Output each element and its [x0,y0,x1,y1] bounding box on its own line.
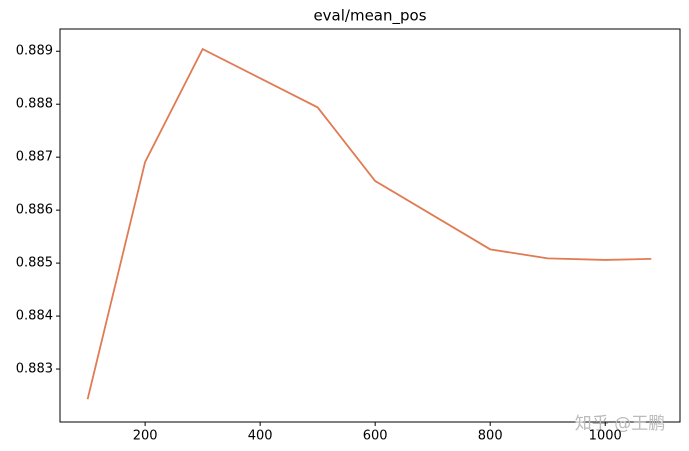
y-tick-label: 0.886 [16,203,53,218]
y-tick-label: 0.888 [16,97,53,112]
x-tick-label: 800 [478,429,503,444]
chart-title: eval/mean_pos [313,7,426,26]
y-tick-label: 0.883 [16,362,53,377]
line [86,47,652,400]
x-tick-label: 400 [248,429,273,444]
x-tick-label: 1000 [589,429,622,444]
y-tick-label: 0.889 [16,44,53,59]
x-tick-label: 600 [363,429,388,444]
y-tick-label: 0.884 [16,309,53,324]
y-tick-label: 0.887 [16,150,53,165]
y-tick-label: 0.885 [16,256,53,271]
watermark: 知乎 @王鹏 [575,414,665,434]
x-tick-label: 200 [133,429,158,444]
plot-frame [59,28,681,423]
